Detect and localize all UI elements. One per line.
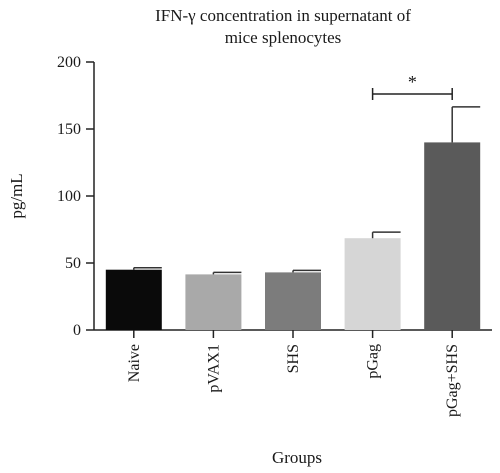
x-axis-label: Groups [272,448,322,467]
category-label-4: pGag+SHS [444,344,461,417]
y-tick-label-0: 0 [73,322,81,339]
bar-1 [185,274,242,330]
category-label-1: pVAX1 [205,344,222,393]
bar-0 [105,269,162,330]
y-tick-label-2: 100 [57,188,81,205]
y-tick-label-4: 200 [57,54,81,71]
chart-title-line-1: IFN-γ concentration in supernatant of [155,6,411,25]
significance-label: * [408,72,417,92]
bar-3 [344,238,401,330]
category-label-3: pGag [365,344,382,379]
plot-area: 0 50 100 150 200 Naive pVAX1 SHS pGag pGag+SHS * [57,54,492,417]
y-tick-label-3: 150 [57,121,81,138]
category-label-0: Naive [126,344,143,382]
y-tick-label-1: 50 [65,255,81,272]
bar-4 [424,142,481,330]
category-label-2: SHS [285,344,302,373]
chart-title-line-2: mice splenocytes [225,28,342,47]
y-axis-label: pg/mL [7,173,26,218]
bar-2 [265,272,321,330]
